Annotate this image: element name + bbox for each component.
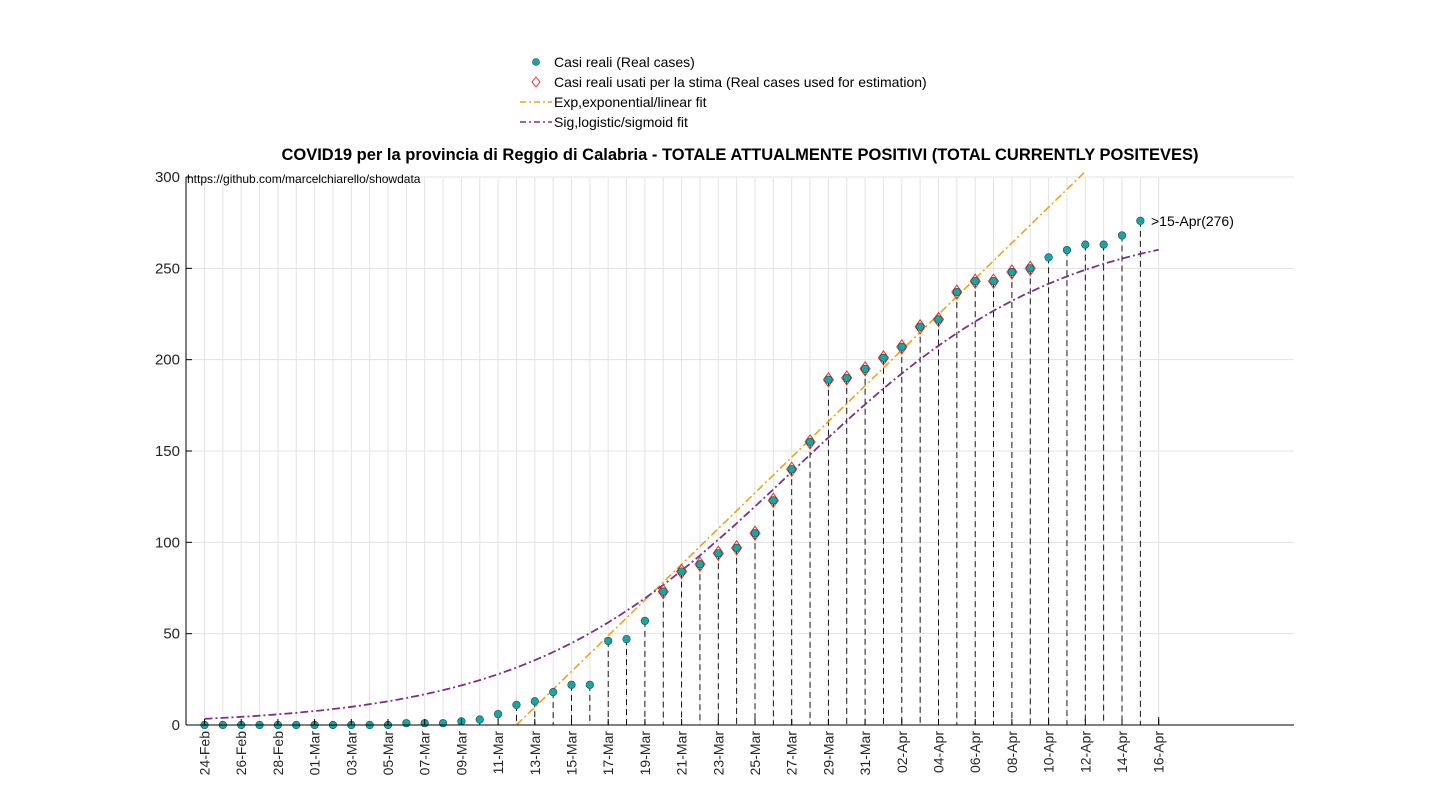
real-case-point	[1044, 253, 1053, 262]
real-case-point	[695, 560, 705, 569]
real-case-point	[604, 636, 613, 646]
x-tick-label: 11-Mar	[490, 731, 506, 775]
real-case-point	[897, 342, 906, 351]
x-tick-label: 07-Mar	[417, 731, 433, 776]
sig-fit-line	[204, 248, 1159, 720]
x-tick-label: 13-Mar	[527, 731, 543, 776]
real-case-point	[512, 700, 521, 710]
real-case-point	[622, 635, 631, 644]
y-tick-label: 250	[155, 260, 180, 277]
real-case-point	[879, 353, 888, 362]
x-tick-label: 27-Mar	[784, 731, 800, 776]
real-case-point	[805, 437, 815, 446]
y-tick-label: 300	[155, 169, 180, 186]
axes: 0 50 100 150 200 250 300 24-Feb 26-Feb 28-Feb 01-M…	[155, 169, 1294, 775]
x-tick-label: 06-Apr	[967, 731, 983, 773]
real-case-point	[567, 680, 576, 689]
x-tick-label: 14-Apr	[1114, 731, 1130, 773]
real-case-point	[640, 616, 650, 625]
real-case-point	[585, 680, 594, 689]
x-tick-label: 31-Mar	[857, 731, 873, 776]
chart-text: COVID19 per la provincia di Reggio di Ca…	[187, 146, 1234, 229]
data-points	[200, 216, 1145, 730]
legend-label: Casi reali (Real cases)	[554, 54, 695, 70]
real-case-point	[750, 529, 760, 538]
y-tick-label: 50	[163, 626, 180, 643]
x-tick-label: 04-Apr	[931, 731, 947, 773]
real-case-point	[1099, 240, 1108, 249]
y-tick-label: 200	[155, 352, 180, 369]
legend-marker-real	[532, 58, 540, 66]
real-case-point	[530, 697, 539, 706]
x-tick-label: 12-Apr	[1077, 731, 1093, 773]
x-tick-label: 25-Mar	[747, 731, 763, 776]
legend-label: Exp,exponential/linear fit	[554, 94, 707, 110]
real-case-point	[677, 567, 686, 576]
real-case-point	[494, 709, 503, 719]
real-case-point	[769, 496, 778, 505]
last-point-label: >15-Apr(276)	[1151, 213, 1234, 229]
real-case-point	[916, 322, 925, 331]
x-tick-label: 29-Mar	[820, 731, 836, 776]
real-case-point	[860, 364, 870, 373]
x-tick-label: 02-Apr	[894, 731, 910, 773]
legend-marker-estimation	[531, 76, 541, 88]
x-tick-label: 28-Feb	[270, 731, 286, 776]
x-tick-label: 08-Apr	[1004, 731, 1020, 773]
real-case-point	[1117, 231, 1127, 240]
chart-title: COVID19 per la provincia di Reggio di Ca…	[281, 146, 1198, 164]
x-tick-label: 03-Mar	[343, 731, 359, 776]
x-tick-label: 17-Mar	[600, 731, 616, 776]
real-case-point	[1062, 245, 1072, 255]
real-case-point	[824, 375, 833, 384]
real-case-point	[842, 373, 851, 383]
x-tick-label: 19-Mar	[637, 731, 653, 776]
real-case-point	[438, 719, 448, 728]
x-tick-label: 10-Apr	[1041, 731, 1057, 773]
legend: Casi reali (Real cases) Casi reali usati …	[520, 54, 927, 130]
fit-lines	[204, 170, 1159, 726]
grid	[186, 176, 1294, 726]
y-tick-label: 150	[155, 443, 180, 460]
x-tick-label: 16-Apr	[1151, 731, 1167, 773]
real-case-point	[1136, 216, 1145, 225]
real-case-point	[989, 277, 998, 286]
x-tick-label: 01-Mar	[307, 731, 323, 776]
real-case-point	[475, 715, 484, 724]
x-tick-label: 05-Mar	[380, 731, 396, 776]
x-tick-label: 24-Feb	[197, 731, 213, 776]
x-tick-label: 09-Mar	[453, 731, 469, 776]
real-case-point	[1026, 264, 1035, 273]
real-case-point	[714, 549, 723, 558]
y-tick-label: 0	[172, 717, 180, 734]
x-tick-label: 26-Feb	[233, 731, 249, 776]
x-tick-label: 23-Mar	[710, 731, 726, 776]
real-case-point	[659, 587, 668, 596]
real-case-point	[1081, 240, 1090, 249]
y-tick-label: 100	[155, 534, 180, 551]
real-case-point	[952, 287, 961, 297]
real-case-point	[732, 543, 741, 552]
x-tick-label: 15-Mar	[564, 731, 580, 776]
legend-label: Casi reali usati per la stima (Real case…	[554, 74, 927, 90]
real-case-point	[934, 315, 943, 324]
real-case-point	[787, 465, 796, 474]
real-case-point	[1007, 267, 1017, 277]
real-case-point	[402, 719, 411, 728]
stems	[405, 220, 1160, 725]
x-tick-label: 21-Mar	[674, 731, 690, 776]
legend-label: Sig,logistic/sigmoid fit	[554, 114, 688, 130]
real-case-point	[971, 277, 980, 286]
source-annotation: https://github.com/marcelchiarello/showd…	[187, 172, 421, 186]
exp-fit-line	[515, 170, 1086, 726]
real-case-point	[549, 688, 558, 697]
